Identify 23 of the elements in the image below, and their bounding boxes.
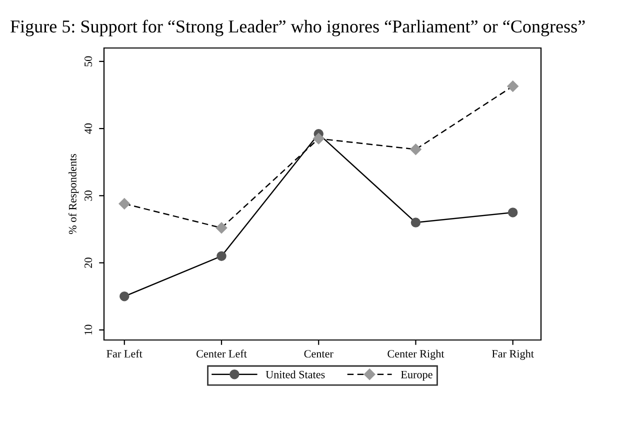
y-tick-label: 10 bbox=[84, 324, 92, 335]
y-tick-label: 40 bbox=[84, 123, 92, 134]
point bbox=[216, 251, 226, 261]
y-axis-title: % of Respondents bbox=[68, 154, 79, 234]
point bbox=[508, 208, 518, 218]
point bbox=[410, 218, 421, 228]
x-tick-label: Far Left bbox=[106, 350, 142, 358]
point bbox=[410, 144, 422, 155]
x-tick-label: Center bbox=[304, 350, 334, 358]
y-tick-label: 20 bbox=[84, 258, 92, 268]
legend-label: United States bbox=[266, 370, 325, 378]
y-tick-label: 30 bbox=[84, 190, 92, 201]
x-tick-label: Center Left bbox=[196, 350, 247, 358]
point bbox=[507, 80, 518, 92]
x-tick-label: Far Right bbox=[492, 350, 534, 360]
point bbox=[216, 222, 228, 234]
x-tick-label: Center Right bbox=[388, 350, 444, 360]
legend-label: Europe bbox=[401, 370, 432, 381]
point bbox=[118, 198, 130, 210]
chart-title: Figure 5: Support for “Strong Leader” who ignores “Parliament” or “Congress” bbox=[10, 20, 585, 36]
point bbox=[120, 292, 130, 302]
point bbox=[313, 133, 324, 144]
y-tick-label: 50 bbox=[84, 56, 92, 66]
